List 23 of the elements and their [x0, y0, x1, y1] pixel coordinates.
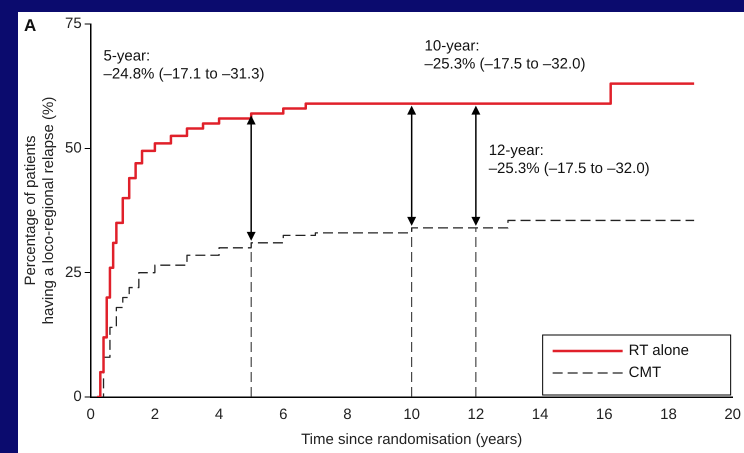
- y-tick-label: 25: [64, 264, 82, 281]
- annotation: 10-year: –25.3% (–17.5 to –32.0): [424, 38, 586, 73]
- x-tick-label: 6: [279, 406, 288, 424]
- x-tick-label: 4: [214, 406, 224, 424]
- x-tick-label: 8: [343, 406, 352, 424]
- x-tick-label: 2: [150, 406, 160, 424]
- x-tick-label: 0: [86, 406, 95, 424]
- y-axis-title: Percentage of patients having a loco-regional relapse (%): [22, 96, 58, 324]
- legend-label: RT alone: [628, 342, 689, 360]
- x-axis-title: Time since randomisation (years): [301, 431, 522, 448]
- y-tick-label: 75: [64, 15, 82, 32]
- x-tick-label: 10: [403, 406, 420, 424]
- x-tick-label: 14: [532, 406, 548, 424]
- x-tick-label: 20: [724, 406, 741, 424]
- x-tick-label: 12: [468, 406, 484, 424]
- x-tick-label: 16: [596, 406, 613, 424]
- annotation: 12-year: –25.3% (–17.5 to –32.0): [488, 142, 650, 177]
- annotation: 5-year: –24.8% (–17.1 to –31.3): [104, 48, 264, 83]
- y-tick-label: 50: [64, 139, 82, 156]
- text: A: [24, 16, 36, 36]
- y-tick-label: 0: [73, 388, 82, 406]
- x-tick-label: 18: [660, 406, 677, 424]
- legend-label: CMT: [628, 364, 662, 382]
